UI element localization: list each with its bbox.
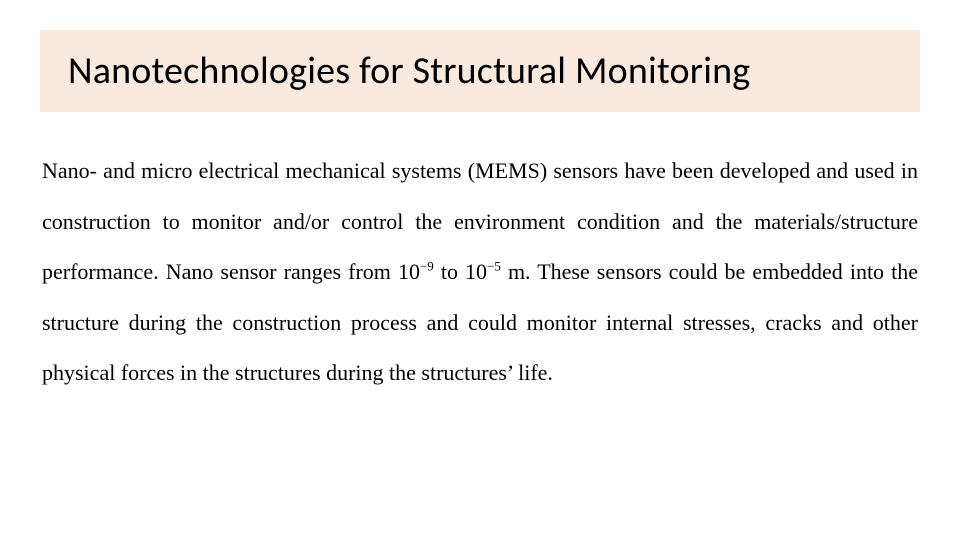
slide-title: Nanotechnologies for Structural Monitori… (68, 48, 892, 94)
slide-body: Nano- and micro electrical mechanical sy… (40, 146, 920, 399)
slide: Nanotechnologies for Structural Monitori… (0, 0, 960, 540)
title-box: Nanotechnologies for Structural Monitori… (40, 30, 920, 112)
